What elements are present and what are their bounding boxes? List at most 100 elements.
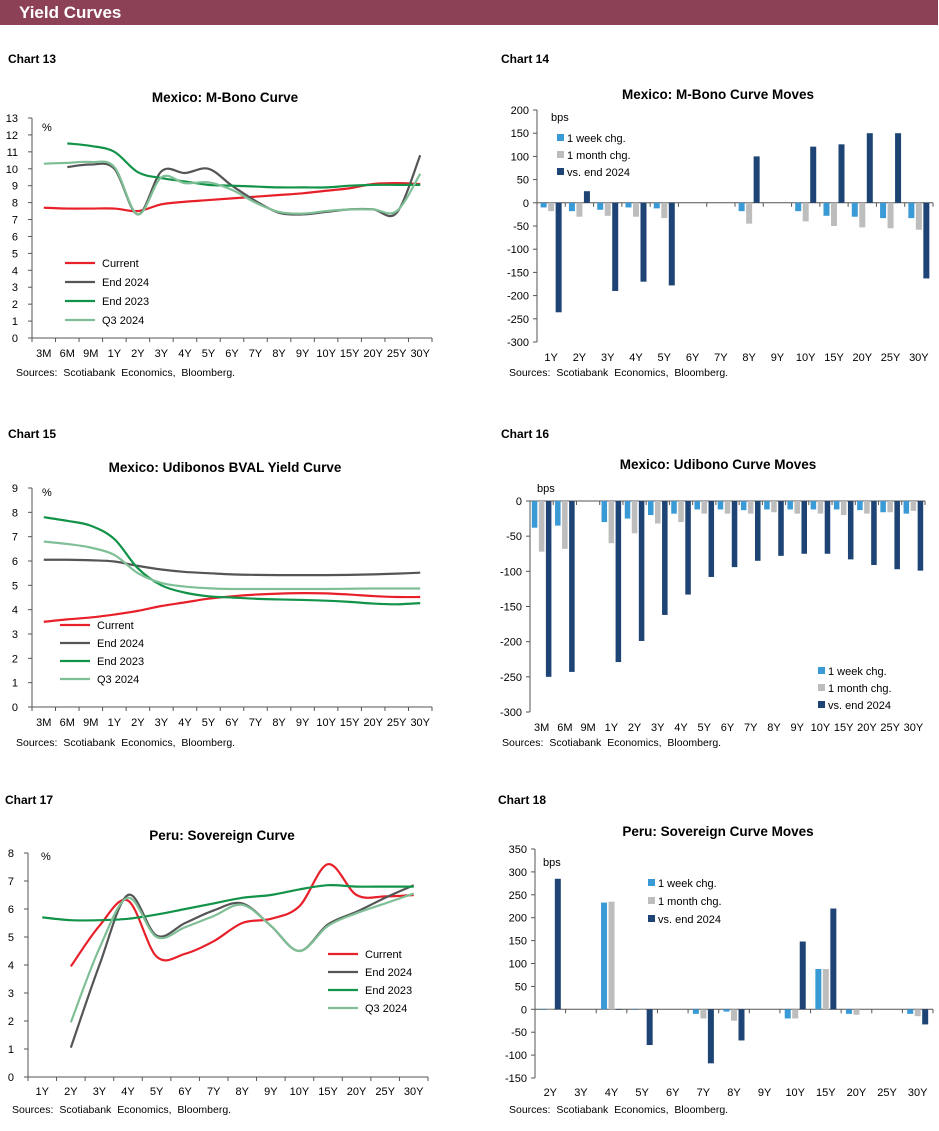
- y-tick-label: -300: [500, 707, 522, 719]
- y-tick-label: 3: [8, 988, 14, 1000]
- x-tick-label: 3Y: [574, 1087, 588, 1099]
- x-tick-label: 3M: [36, 717, 51, 729]
- bar-1-month-chg-: [538, 501, 545, 552]
- x-tick-label: 3Y: [93, 1086, 107, 1098]
- chart-17: 0 1 2 3 4 5 6 7 8 1Y 2Y 3Y 4Y 5Y 6Y 7Y 8Y 9Y 10Y 15Y 20Y 25Y 3…: [8, 848, 429, 1098]
- y-tick-label: 150: [509, 936, 527, 948]
- y-tick-label: 150: [511, 128, 529, 140]
- x-tick-label: 25Y: [877, 1087, 897, 1099]
- bar-1-week-chg-: [625, 202, 632, 208]
- bar-1-week-chg-: [740, 501, 747, 511]
- bar-vs-end-2024: [755, 501, 761, 561]
- y-tick-label: -50: [511, 1027, 527, 1039]
- bar-vs-end-2024: [583, 191, 590, 203]
- y-tick-label: 0: [8, 1072, 14, 1084]
- y-tick-label: 6: [12, 231, 18, 243]
- x-tick-label: 1Y: [605, 722, 619, 734]
- x-tick-label: 15Y: [834, 722, 854, 734]
- y-tick-label: -200: [507, 291, 529, 303]
- x-tick-label: 3Y: [155, 717, 169, 729]
- bar-vs-end-2024: [612, 202, 619, 291]
- legend-label: 1 week chg.: [567, 133, 626, 145]
- x-tick-label: 25Y: [387, 717, 407, 729]
- bar-vs-end-2024: [707, 1009, 714, 1064]
- bar-vs-end-2024: [753, 156, 760, 203]
- y-tick-label: 5: [12, 580, 18, 592]
- bar-vs-end-2024: [778, 501, 784, 556]
- legend-label: End 2023: [102, 296, 149, 308]
- chart-13-label: Chart 13: [8, 52, 57, 66]
- bar-1-week-chg-: [723, 1009, 730, 1012]
- chart-18-sources: Sources: Scotiabank Economics, Bloomberg…: [509, 1104, 729, 1116]
- chart-13-sources: Sources: Scotiabank Economics, Bloomberg…: [16, 367, 236, 379]
- legend-label: End 2024: [365, 967, 412, 979]
- series-line-current: [69, 863, 414, 968]
- bar-1-month-chg-: [731, 1009, 737, 1021]
- bar-vs-end-2024: [923, 202, 930, 279]
- y-tick-label: -100: [507, 244, 529, 256]
- bar-vs-end-2024: [830, 908, 837, 1010]
- x-tick-label: 30Y: [410, 348, 430, 360]
- legend-label: End 2023: [365, 985, 412, 997]
- x-tick-label: 5Y: [635, 1087, 649, 1099]
- bar-1-week-chg-: [717, 501, 724, 510]
- y-tick-label: 4: [8, 960, 14, 972]
- bar-1-month-chg-: [576, 202, 583, 217]
- bar-1-week-chg-: [631, 1009, 638, 1010]
- chart-17-label: Chart 17: [5, 793, 54, 807]
- bar-1-month-chg-: [655, 501, 661, 524]
- legend-label: vs. end 2024: [567, 167, 630, 179]
- bar-1-month-chg-: [887, 202, 894, 229]
- bar-vs-end-2024: [824, 501, 831, 554]
- x-tick-label: 10Y: [316, 717, 336, 729]
- bar-1-month-chg-: [639, 1009, 646, 1010]
- legend-label: vs. end 2024: [828, 700, 891, 712]
- x-tick-label: 6M: [557, 722, 572, 734]
- y-tick-label: 5: [12, 248, 18, 260]
- chart-17-sources: Sources: Scotiabank Economics, Bloomberg…: [12, 1104, 232, 1116]
- bar-1-month-chg-: [724, 501, 731, 514]
- x-tick-label: 2Y: [573, 352, 587, 364]
- bar-vs-end-2024: [838, 144, 845, 203]
- x-tick-label: 15Y: [340, 717, 360, 729]
- bar-1-month-chg-: [822, 968, 829, 1010]
- y-tick-label: 4: [12, 265, 18, 277]
- series-line-current: [43, 592, 421, 623]
- y-tick-label: 8: [8, 848, 14, 860]
- x-tick-label: 3Y: [155, 348, 169, 360]
- bar-1-month-chg-: [771, 501, 777, 513]
- bar-vs-end-2024: [847, 501, 854, 560]
- bar-1-week-chg-: [601, 902, 608, 1010]
- bar-1-month-chg-: [910, 501, 917, 511]
- bar-1-week-chg-: [653, 202, 660, 209]
- x-tick-label: 7Y: [249, 348, 263, 360]
- series-line-end-2024: [43, 558, 421, 577]
- legend-label: 1 month chg.: [828, 683, 892, 695]
- y-tick-label: 0: [516, 496, 522, 508]
- y-tick-label: 250: [509, 890, 527, 902]
- legend-label: 1 month chg.: [567, 150, 631, 162]
- y-tick-label: 7: [8, 876, 14, 888]
- legend-swatch: [557, 151, 564, 158]
- y-tick-label: -250: [507, 314, 529, 326]
- bar-1-week-chg-: [833, 501, 840, 510]
- bar-vs-end-2024: [554, 878, 561, 1010]
- legend-swatch: [818, 701, 825, 708]
- x-tick-label: 25Y: [881, 352, 901, 364]
- series-line-q3-2024: [69, 892, 415, 1023]
- x-tick-label: 9M: [580, 722, 595, 734]
- bar-vs-end-2024: [738, 1009, 745, 1041]
- bar-1-week-chg-: [624, 501, 631, 519]
- y-tick-label: 0: [523, 198, 529, 210]
- x-tick-label: 6Y: [225, 348, 239, 360]
- chart-16-sources: Sources: Scotiabank Economics, Bloomberg…: [502, 737, 722, 749]
- x-tick-label: 3M: [36, 348, 51, 360]
- x-tick-label: 9Y: [790, 722, 804, 734]
- bar-1-week-chg-: [540, 202, 547, 208]
- y-tick-label: 7: [12, 532, 18, 544]
- x-tick-label: 5Y: [202, 348, 216, 360]
- chart-14: -300 -250 -200 -150 -100 -50 0 50 100 150 200 1Y 2Y 3…: [507, 105, 934, 364]
- y-tick-label: 50: [515, 981, 527, 993]
- x-tick-label: 1Y: [108, 348, 122, 360]
